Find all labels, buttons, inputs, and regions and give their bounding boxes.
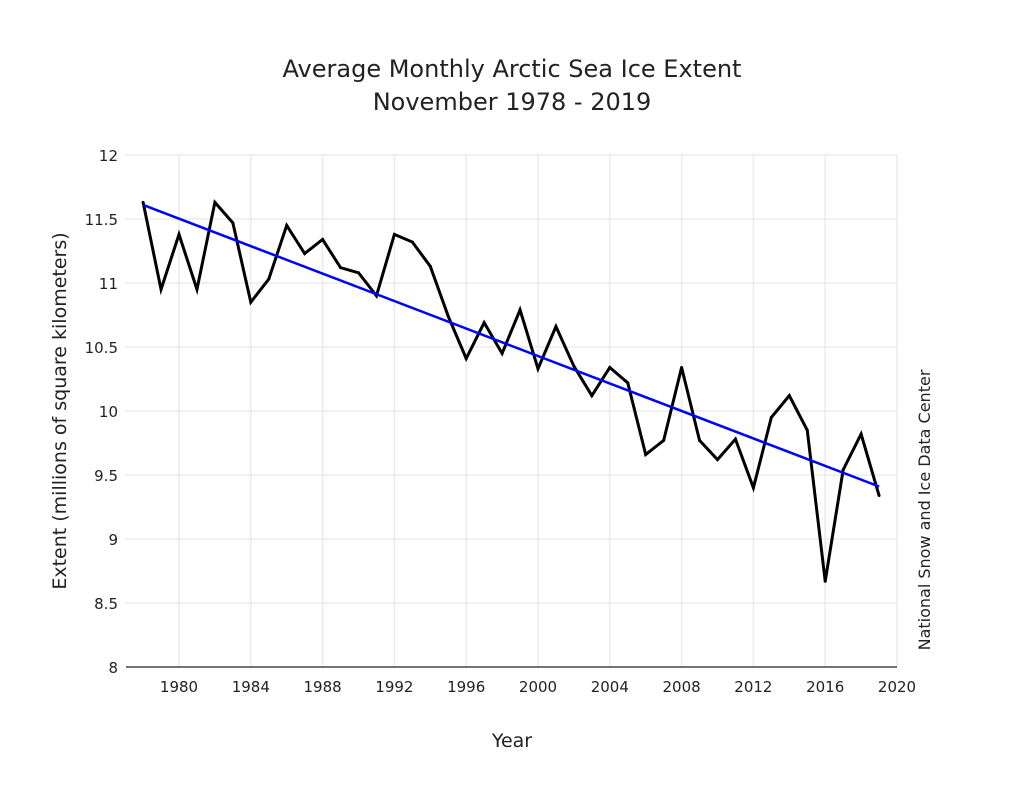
x-tick-label: 2016 (806, 678, 844, 696)
data-point (428, 264, 432, 268)
data-point (357, 271, 360, 275)
data-point (859, 432, 863, 436)
data-point (500, 351, 504, 355)
data-point (518, 308, 522, 312)
data-point (841, 468, 845, 472)
data-point (644, 453, 648, 457)
x-tick-label: 2008 (663, 678, 701, 696)
y-tick-label: 9.5 (94, 467, 118, 485)
data-point (267, 277, 271, 281)
extent-series-line (141, 199, 881, 582)
data-point (662, 438, 666, 442)
y-tick-label: 11.5 (85, 211, 118, 229)
data-point (195, 287, 199, 291)
data-point (698, 438, 702, 442)
data-point (285, 223, 289, 227)
data-point (608, 365, 612, 369)
data-point (392, 232, 396, 236)
y-tick-label: 10.5 (85, 339, 118, 357)
credit-annotation: National Snow and Ice Data Center (915, 369, 934, 650)
data-point (464, 357, 468, 361)
data-point (321, 237, 325, 241)
data-point (482, 321, 486, 325)
x-tick-label: 1996 (447, 678, 485, 696)
data-point (751, 486, 755, 490)
data-point (877, 493, 881, 497)
data-point (680, 365, 684, 369)
x-axis-label: Year (491, 730, 532, 752)
y-tick-label: 12 (99, 147, 118, 165)
y-tick-label: 10 (99, 403, 118, 421)
y-tick-label: 11 (99, 275, 118, 293)
x-tick-label: 1988 (304, 678, 342, 696)
trend-line (142, 203, 880, 488)
data-point (590, 394, 594, 398)
data-point (626, 381, 630, 385)
data-point (733, 437, 737, 441)
x-tick-label: 1980 (160, 678, 198, 696)
data-point (823, 579, 827, 583)
data-point (177, 232, 181, 236)
x-tick-label: 1984 (232, 678, 270, 696)
data-point (231, 221, 235, 225)
data-point (141, 200, 145, 204)
data-point (213, 200, 217, 204)
y-axis-label: Extent (millions of square kilometers) (49, 232, 71, 589)
y-tick-label: 8.5 (94, 595, 118, 613)
data-point (536, 367, 540, 371)
y-tick-label: 9 (108, 531, 118, 549)
data-point (446, 314, 450, 318)
data-point (554, 325, 558, 329)
x-tick-label: 2000 (519, 678, 557, 696)
x-tick-label: 2004 (591, 678, 629, 696)
data-point (805, 428, 809, 432)
chart-title: Average Monthly Arctic Sea Ice Extent (283, 55, 742, 83)
data-point (716, 458, 719, 462)
data-point (303, 252, 307, 256)
data-point (787, 394, 791, 398)
x-tick-label: 2012 (734, 678, 772, 696)
x-tick-label: 2020 (878, 678, 916, 696)
data-point (410, 240, 414, 244)
data-point (339, 266, 343, 270)
chart-subtitle: November 1978 - 2019 (373, 88, 652, 116)
data-point (159, 287, 163, 291)
data-point (249, 300, 253, 304)
x-tick-label: 1992 (375, 678, 413, 696)
data-point (769, 415, 773, 419)
y-tick-label: 8 (108, 659, 118, 677)
data-point (572, 364, 576, 368)
